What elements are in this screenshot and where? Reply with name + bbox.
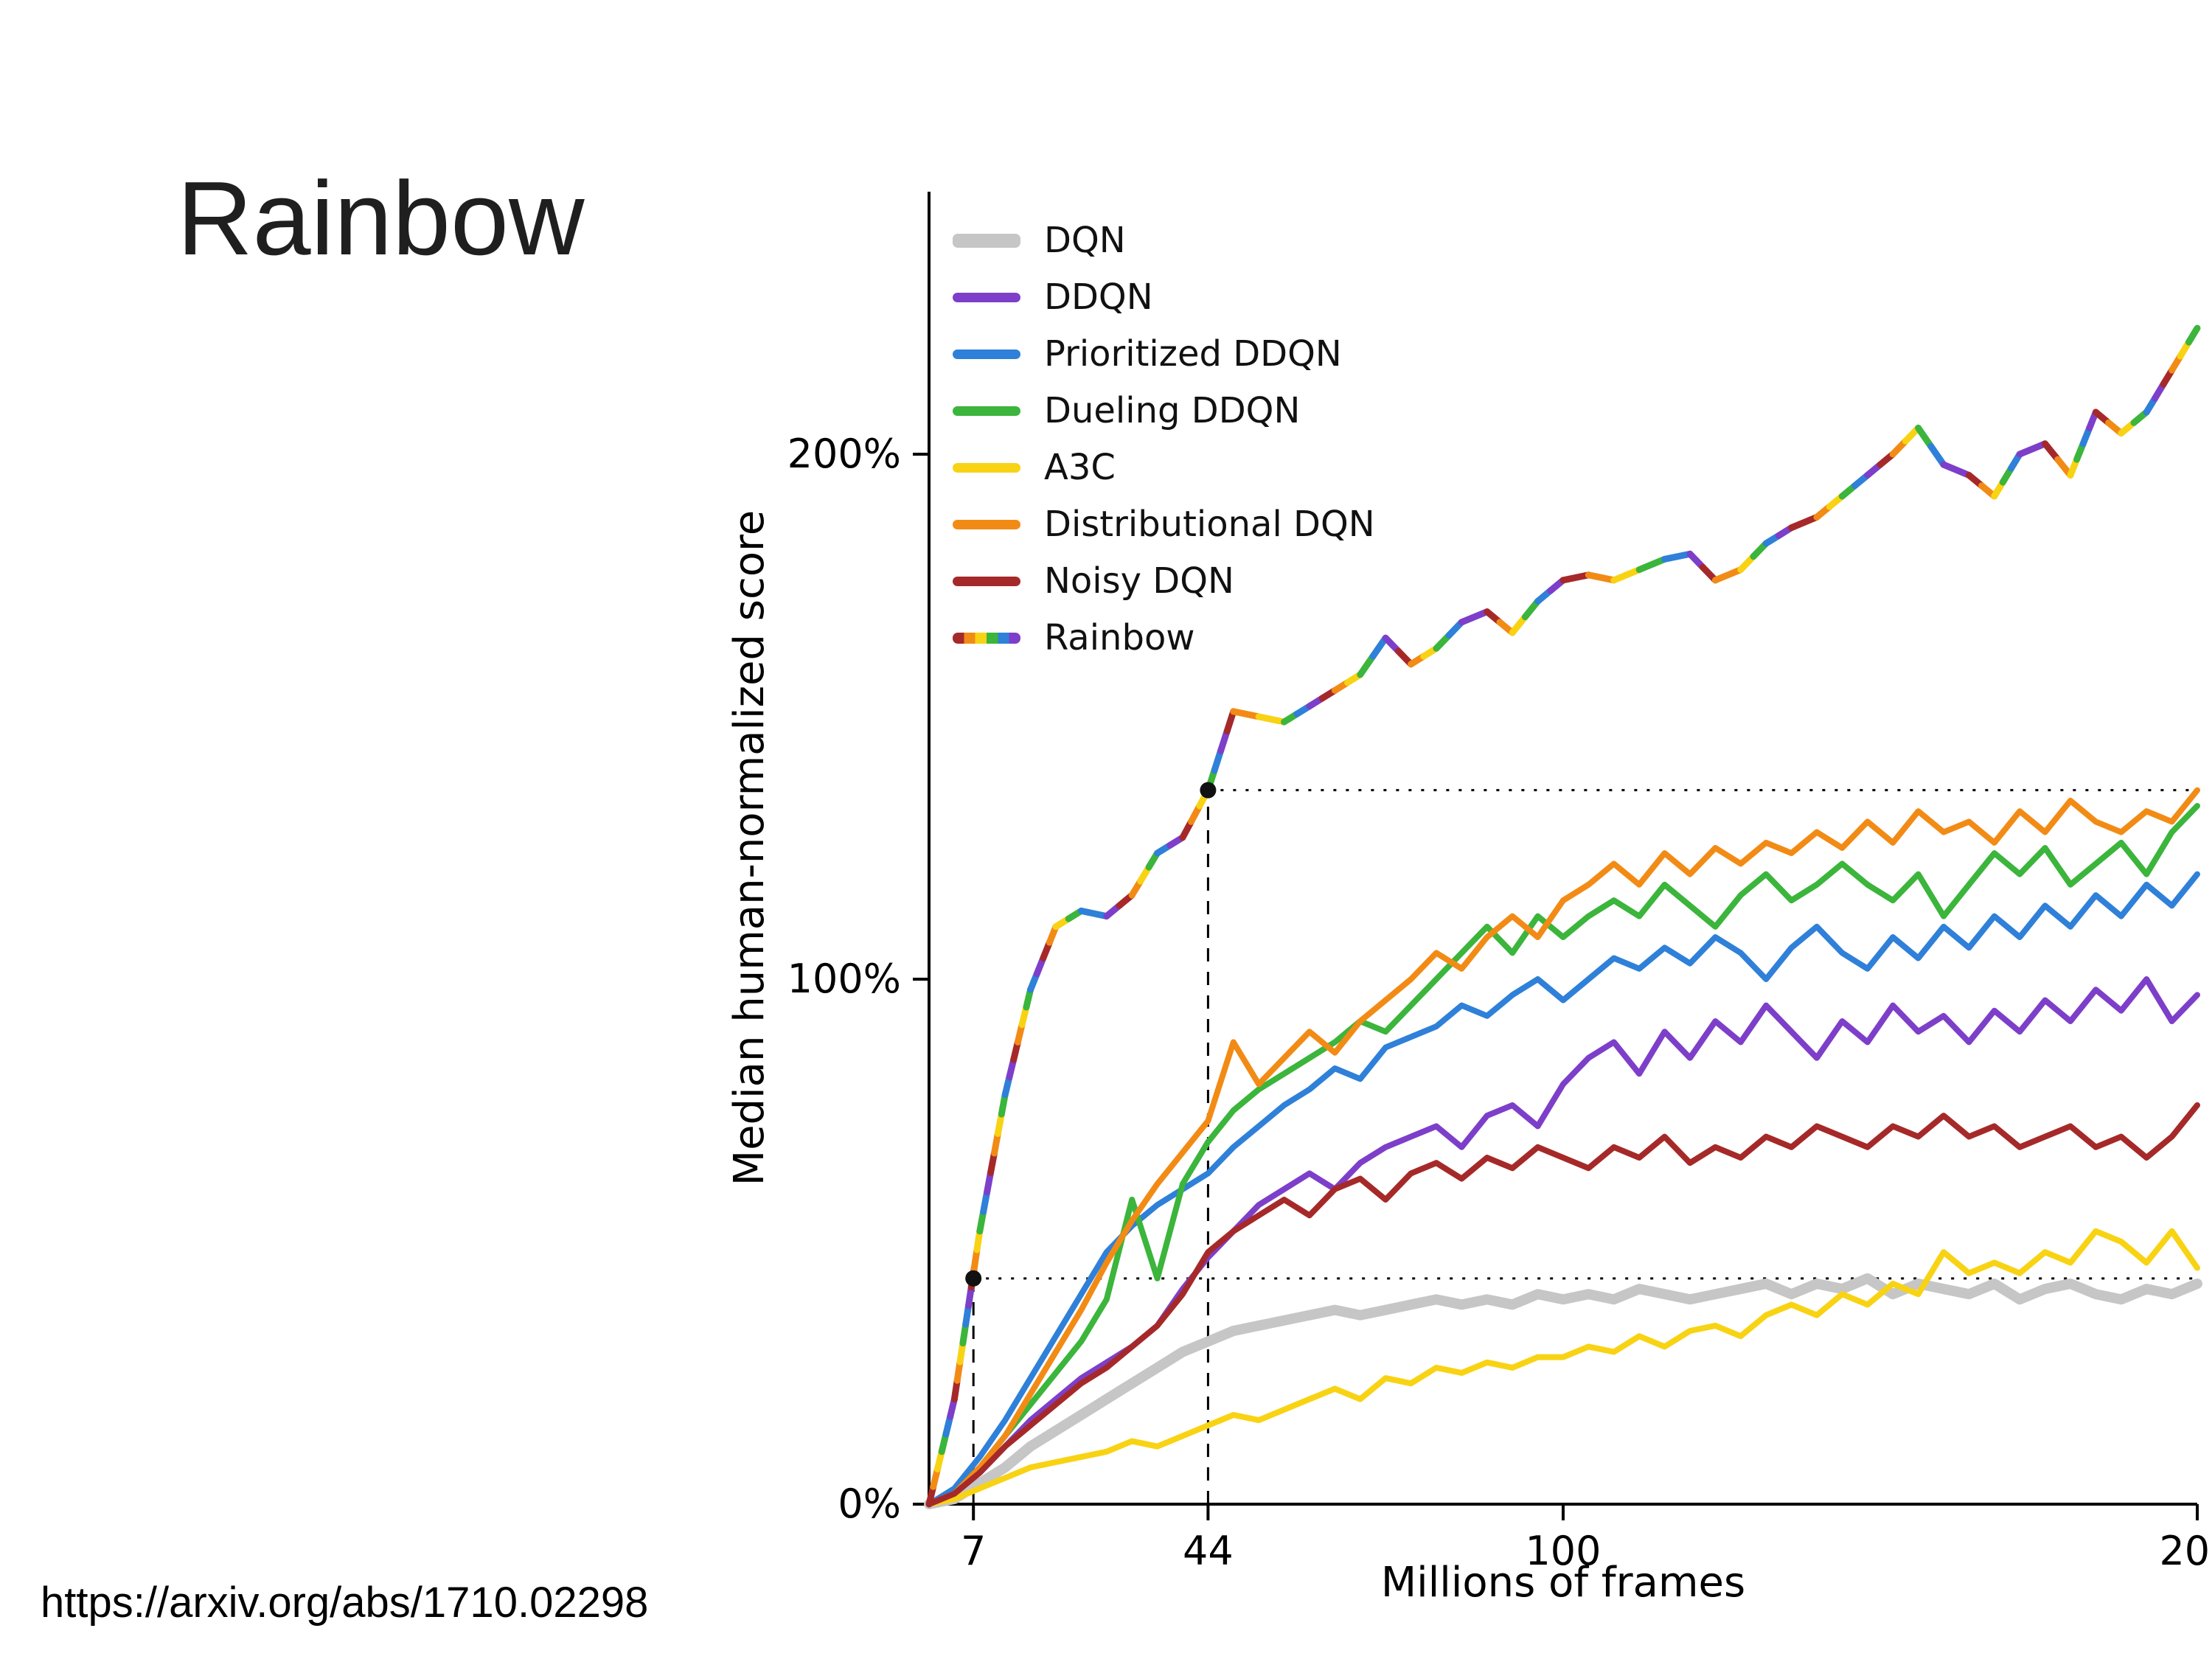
legend-label-rainbow: Rainbow [1044,617,1195,658]
series-line-prioritized-ddqn [926,871,2200,1507]
legend-label-distributional-dqn: Distributional DQN [1044,504,1375,545]
legend-item-distributional-dqn: Distributional DQN [953,504,1375,545]
series-line-distributional-dqn [926,787,2200,1507]
y-tick-label: 100% [787,956,901,1002]
legend-label-ddqn: DDQN [1044,276,1153,318]
legend-item-noisy-dqn: Noisy DQN [953,560,1375,602]
legend-swatch-dqn [953,233,1020,248]
legend-swatch-distributional-dqn [953,519,1020,529]
legend-label-a3c: A3C [1044,447,1116,488]
legend-item-ddqn: DDQN [953,276,1375,318]
x-tick-label: 100 [1525,1528,1601,1574]
x-tick-label: 200 [2159,1528,2212,1574]
legend-item-a3c: A3C [953,447,1375,488]
annotation-dot [965,1270,982,1287]
source-url-link[interactable]: https://arxiv.org/abs/1710.02298 [41,1579,649,1627]
slide-title: Rainbow [177,160,585,277]
series-line-rainbow [925,324,2201,1508]
annotation-dot [1200,782,1217,799]
legend-swatch-dueling-ddqn [953,406,1020,416]
legend-label-dueling-ddqn: Dueling DDQN [1044,390,1301,431]
legend-label-noisy-dqn: Noisy DQN [1044,560,1234,602]
legend-item-dueling-ddqn: Dueling DDQN [953,390,1375,431]
legend-swatch-prioritized-ddqn [953,349,1020,359]
x-tick-label: 7 [961,1528,986,1574]
x-tick-label: 44 [1183,1528,1234,1574]
series-line-noisy-dqn [926,1102,2200,1507]
x-axis-label: Millions of frames [1381,1559,1745,1607]
y-tick-label: 0% [838,1481,901,1527]
series-line-dqn [924,1273,2202,1509]
chart-legend: DQN DDQN Prioritized DDQN Dueling DDQN A3C Di… [953,220,1375,675]
legend-item-rainbow: Rainbow [953,617,1375,658]
y-axis-label: Median human-normalized score [726,510,773,1186]
series-line-a3c [926,1228,2200,1507]
annotation-guides [972,789,2197,1504]
legend-item-prioritized-ddqn: Prioritized DDQN [953,333,1375,375]
y-tick-label: 200% [787,431,901,477]
legend-swatch-ddqn [953,292,1020,302]
legend-label-prioritized-ddqn: Prioritized DDQN [1044,333,1342,375]
legend-item-dqn: DQN [953,220,1375,261]
series-line-dueling-ddqn [926,803,2200,1507]
legend-swatch-rainbow [953,632,1020,644]
legend-swatch-noisy-dqn [953,576,1020,586]
legend-swatch-a3c [953,462,1020,473]
legend-label-dqn: DQN [1044,220,1126,261]
